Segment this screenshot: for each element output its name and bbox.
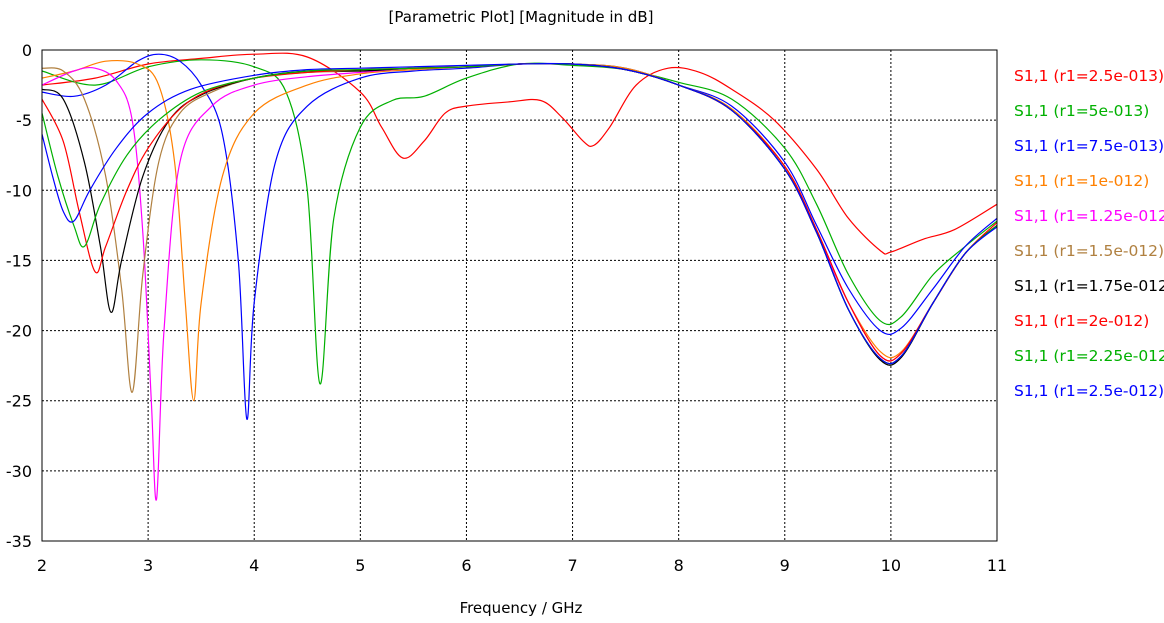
grid-lines	[42, 50, 997, 541]
series-line	[42, 53, 997, 420]
x-axis-label: Frequency / GHz	[460, 599, 583, 617]
x-tick-label: 5	[355, 556, 365, 575]
y-tick-label: -25	[6, 392, 32, 411]
legend-item: S1,1 (r1=2.5e-013)	[1014, 67, 1164, 85]
legend-item: S1,1 (r1=1.5e-012)	[1014, 242, 1164, 260]
x-tick-label: 2	[37, 556, 47, 575]
legend-item: S1,1 (r1=7.5e-013)	[1014, 137, 1164, 155]
axis-ticks: 2 3 4 5 6 7 8 9 10 11 0 -5 -10 -15 -20 -25 -30 -35	[6, 41, 1007, 575]
x-tick-label: 6	[461, 556, 471, 575]
legend-item: S1,1 (r1=1.25e-012)	[1014, 207, 1164, 225]
plot-frame	[41, 49, 998, 542]
series-line	[42, 59, 997, 402]
legend-item: S1,1 (r1=2e-012)	[1014, 312, 1150, 330]
x-tick-label: 10	[881, 556, 901, 575]
chart-title: [Parametric Plot] [Magnitude in dB]	[389, 8, 654, 26]
x-tick-label: 11	[987, 556, 1007, 575]
x-tick-label: 7	[567, 556, 577, 575]
legend-item: S1,1 (r1=5e-013)	[1014, 102, 1150, 120]
legend-item: S1,1 (r1=1.75e-012)	[1014, 277, 1164, 295]
series-line	[42, 62, 997, 362]
series-line	[42, 62, 997, 365]
y-tick-label: 0	[22, 41, 32, 60]
series-line	[42, 52, 997, 255]
legend-item: S1,1 (r1=2.5e-012)	[1014, 382, 1164, 400]
y-tick-label: -30	[6, 462, 32, 481]
legend-item: S1,1 (r1=1e-012)	[1014, 172, 1150, 190]
y-tick-label: -20	[6, 322, 32, 341]
series-line	[42, 59, 997, 385]
y-tick-label: -5	[16, 111, 32, 130]
y-tick-label: -35	[6, 532, 32, 551]
legend: S1,1 (r1=2.5e-013) S1,1 (r1=5e-013) S1,1 (…	[1014, 62, 1164, 412]
x-tick-label: 3	[143, 556, 153, 575]
y-tick-label: -15	[6, 251, 32, 270]
legend-item: S1,1 (r1=2.25e-012)	[1014, 347, 1164, 365]
x-tick-label: 9	[780, 556, 790, 575]
x-tick-label: 8	[674, 556, 684, 575]
series-layer	[42, 52, 997, 501]
x-tick-label: 4	[249, 556, 259, 575]
series-line	[42, 62, 997, 501]
y-tick-label: -10	[6, 181, 32, 200]
series-line	[42, 62, 997, 393]
